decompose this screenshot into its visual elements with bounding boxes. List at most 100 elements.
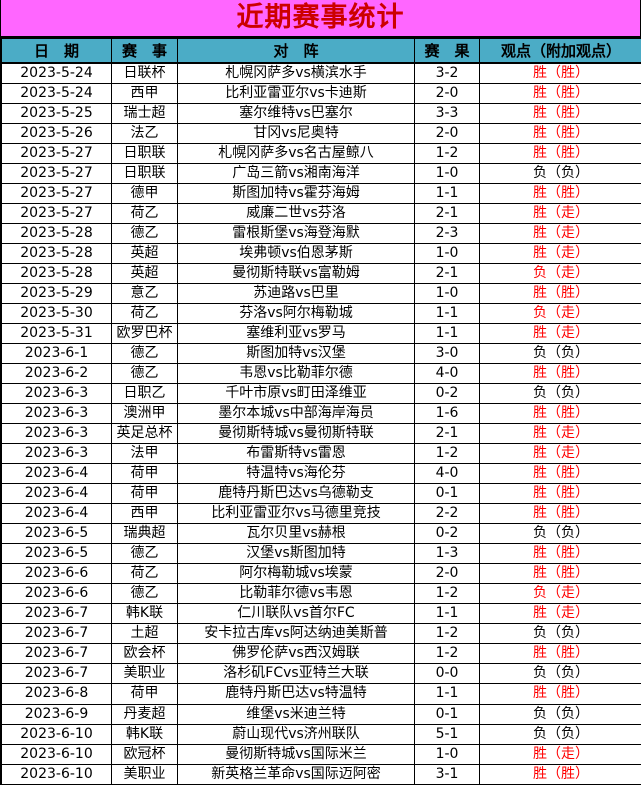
- league-cell: 英足总杯: [111, 423, 178, 445]
- matches-table: 日 期赛 事对 阵赛 果观点（附加观点） 2023-5-24 日联杯札幌冈萨多vs…: [1, 38, 641, 785]
- match-cell: 瓦尔贝里vs赫根: [177, 523, 415, 545]
- date-cell: 2023-6-6: [1, 563, 112, 585]
- date-cell: 2023-5-24: [1, 82, 112, 104]
- result-cell: 2-1: [414, 423, 480, 445]
- table-row: 2023-5-27 日职联 广岛三箭vs湘南海洋 1-0 负（负）: [1, 162, 641, 184]
- date-cell: 2023-6-7: [1, 623, 112, 645]
- date-cell: 2023-5-27: [1, 142, 112, 164]
- result-cell: 4-0: [414, 463, 480, 485]
- date-cell: 2023-5-27: [1, 202, 112, 224]
- match-cell: 甘冈vs尼奥特: [177, 122, 415, 144]
- table-row: 2023-5-25 瑞士超 塞尔维特vs巴塞尔 3-3 胜（胜）: [1, 102, 641, 124]
- table-header: 日 期赛 事对 阵赛 果观点（附加观点）: [1, 38, 641, 64]
- opinion-cell: 胜（胜）: [479, 763, 641, 785]
- match-cell: 新英格兰革命vs国际迈阿密: [177, 763, 415, 785]
- opinion-cell: 负（负）: [479, 162, 641, 184]
- opinion-cell: 胜（胜）: [479, 543, 641, 565]
- table-row: 2023-6-4 荷甲 特温特vs海伦芬 4-0 胜（胜）: [1, 463, 641, 485]
- table-row: 2023-6-10 欧冠杯 曼彻斯特城vs国际米兰 1-0 胜（走）: [1, 743, 641, 765]
- table-row: 2023-6-3 法甲 布雷斯特vs雷恩 1-2 胜（走）: [1, 443, 641, 465]
- opinion-cell: 胜（走）: [479, 443, 641, 465]
- result-cell: 1-2: [414, 443, 480, 465]
- table-row: 2023-6-7 美职业 洛杉矶FCvs亚特兰大联 0-0 负（负）: [1, 663, 641, 685]
- result-cell: 3-3: [414, 102, 480, 124]
- table-row: 2023-6-3 澳洲甲 墨尔本城vs中部海岸海员 1-6 胜（胜）: [1, 403, 641, 425]
- table-row: 2023-5-27 荷乙 威廉二世vs芬洛 2-1 胜（走）: [1, 202, 641, 224]
- opinion-cell: 胜（胜）: [479, 82, 641, 104]
- table-row: 2023-6-4 荷甲 鹿特丹斯巴达vs乌德勒支 0-1 胜（胜）: [1, 483, 641, 505]
- table-row: 2023-5-28 德乙 雷根斯堡vs海登海默 2-3 胜（走）: [1, 222, 641, 244]
- opinion-cell: 胜（走）: [479, 423, 641, 445]
- table-row: 2023-5-28 英超 曼彻斯特联vs富勒姆 2-1 负（走）: [1, 262, 641, 284]
- date-cell: 2023-5-30: [1, 302, 112, 324]
- league-cell: 韩K联: [111, 723, 178, 745]
- result-cell: 0-1: [414, 483, 480, 505]
- league-cell: 德甲: [111, 182, 178, 204]
- league-cell: 韩K联: [111, 603, 178, 625]
- date-cell: 2023-5-28: [1, 222, 112, 244]
- match-cell: 曼彻斯特城vs国际米兰: [177, 743, 415, 765]
- league-cell: 德乙: [111, 543, 178, 565]
- match-cell: 威廉二世vs芬洛: [177, 202, 415, 224]
- result-cell: 1-2: [414, 583, 480, 605]
- match-cell: 曼彻斯特联vs富勒姆: [177, 262, 415, 284]
- league-cell: 瑞典超: [111, 523, 178, 545]
- table-row: 2023-6-5 瑞典超 瓦尔贝里vs赫根 0-2 负（负）: [1, 523, 641, 545]
- date-cell: 2023-6-8: [1, 683, 112, 705]
- match-cell: 雷根斯堡vs海登海默: [177, 222, 415, 244]
- result-cell: 0-2: [414, 523, 480, 545]
- date-cell: 2023-6-9: [1, 703, 112, 725]
- column-header-match: 对 阵: [177, 38, 415, 64]
- match-cell: 维堡vs米迪兰特: [177, 703, 415, 725]
- table-row: 2023-6-4 西甲 比利亚雷亚尔vs马德里竞技 2-2 胜（胜）: [1, 503, 641, 525]
- result-cell: 2-0: [414, 122, 480, 144]
- match-cell: 特温特vs海伦芬: [177, 463, 415, 485]
- date-cell: 2023-6-4: [1, 483, 112, 505]
- opinion-cell: 胜（胜）: [479, 643, 641, 665]
- result-cell: 3-1: [414, 763, 480, 785]
- match-cell: 韦恩vs比勒菲尔德: [177, 362, 415, 385]
- date-cell: 2023-6-10: [1, 763, 112, 785]
- table-row: 2023-6-7 韩K联 仁川联队vs首尔FC 1-1 胜（走）: [1, 603, 641, 625]
- league-cell: 西甲: [111, 503, 178, 525]
- league-cell: 土超: [111, 623, 178, 645]
- match-cell: 曼彻斯特城vs曼彻斯特联: [177, 423, 415, 445]
- match-cell: 斯图加特vs霍芬海姆: [177, 182, 415, 204]
- league-cell: 日职乙: [111, 382, 178, 405]
- date-cell: 2023-5-26: [1, 122, 112, 144]
- match-cell: 佛罗伦萨vs西汉姆联: [177, 643, 415, 665]
- league-cell: 德乙: [111, 362, 178, 385]
- match-cell: 札幌冈萨多vs名古屋鲸八: [177, 142, 415, 164]
- league-cell: 荷乙: [111, 302, 178, 324]
- table-row: 2023-6-8 荷甲 鹿特丹斯巴达vs特温特 1-1 胜（胜）: [1, 683, 641, 705]
- column-header-league: 赛 事: [111, 38, 178, 64]
- opinion-cell: 负（走）: [479, 302, 641, 324]
- league-cell: 美职业: [111, 763, 178, 785]
- opinion-cell: 胜（胜）: [479, 102, 641, 124]
- date-cell: 2023-6-3: [1, 423, 112, 445]
- match-cell: 埃弗顿vs伯恩茅斯: [177, 242, 415, 264]
- match-cell: 墨尔本城vs中部海岸海员: [177, 403, 415, 425]
- league-cell: 德乙: [111, 222, 178, 244]
- opinion-cell: 胜（胜）: [479, 122, 641, 144]
- league-cell: 英超: [111, 262, 178, 284]
- result-cell: 0-1: [414, 703, 480, 725]
- date-cell: 2023-5-29: [1, 282, 112, 304]
- league-cell: 法甲: [111, 443, 178, 465]
- date-cell: 2023-6-10: [1, 743, 112, 765]
- result-cell: 2-0: [414, 82, 480, 104]
- table-row: 2023-5-30 荷乙 芬洛vs阿尔梅勒城 1-1 负（走）: [1, 302, 641, 324]
- date-cell: 2023-5-24: [1, 62, 112, 84]
- league-cell: 西甲: [111, 82, 178, 104]
- league-cell: 日联杯: [111, 62, 178, 84]
- column-header-result: 赛 果: [414, 38, 480, 64]
- opinion-cell: 胜（胜）: [479, 282, 641, 304]
- result-cell: 2-0: [414, 563, 480, 585]
- column-header-date: 日 期: [1, 38, 112, 64]
- date-cell: 2023-5-28: [1, 242, 112, 264]
- opinion-cell: 胜（胜）: [479, 182, 641, 204]
- match-cell: 洛杉矶FCvs亚特兰大联: [177, 663, 415, 685]
- result-cell: 1-3: [414, 543, 480, 565]
- match-cell: 塞维利亚vs罗马: [177, 322, 415, 344]
